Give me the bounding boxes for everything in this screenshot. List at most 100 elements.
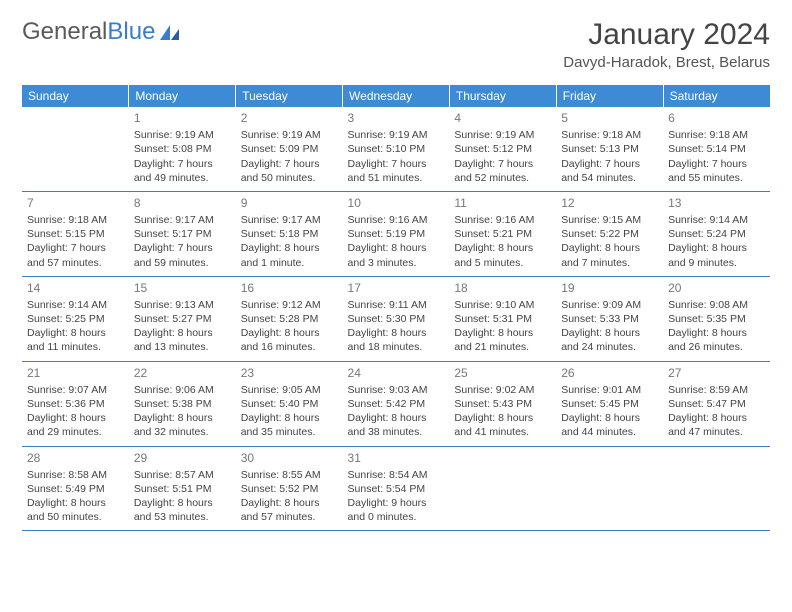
calendar-cell: 4Sunrise: 9:19 AMSunset: 5:12 PMDaylight… xyxy=(449,107,556,191)
calendar-cell-empty xyxy=(449,446,556,531)
calendar-row: 21Sunrise: 9:07 AMSunset: 5:36 PMDayligh… xyxy=(22,361,770,446)
cell-line: Daylight: 8 hours xyxy=(348,241,445,255)
cell-line: Daylight: 8 hours xyxy=(668,241,765,255)
cell-line: Sunrise: 9:09 AM xyxy=(561,298,658,312)
cell-line: Daylight: 8 hours xyxy=(348,411,445,425)
day-number: 7 xyxy=(27,195,124,211)
cell-line: Sunrise: 9:17 AM xyxy=(241,213,338,227)
cell-line: and 3 minutes. xyxy=(348,256,445,270)
cell-line: Daylight: 8 hours xyxy=(348,326,445,340)
cell-line: Sunset: 5:45 PM xyxy=(561,397,658,411)
cell-line: Sunrise: 8:58 AM xyxy=(27,468,124,482)
cell-line: Daylight: 8 hours xyxy=(241,326,338,340)
day-number: 9 xyxy=(241,195,338,211)
cell-line: Daylight: 8 hours xyxy=(561,241,658,255)
cell-line: Sunrise: 9:13 AM xyxy=(134,298,231,312)
day-number: 30 xyxy=(241,450,338,466)
calendar-row: 14Sunrise: 9:14 AMSunset: 5:25 PMDayligh… xyxy=(22,276,770,361)
day-number: 26 xyxy=(561,365,658,381)
cell-line: Sunrise: 9:19 AM xyxy=(454,128,551,142)
cell-line: Sunset: 5:17 PM xyxy=(134,227,231,241)
cell-line: and 44 minutes. xyxy=(561,425,658,439)
day-number: 3 xyxy=(348,110,445,126)
calendar-cell-empty xyxy=(663,446,770,531)
calendar-cell: 25Sunrise: 9:02 AMSunset: 5:43 PMDayligh… xyxy=(449,361,556,446)
cell-line: Sunset: 5:28 PM xyxy=(241,312,338,326)
cell-line: and 50 minutes. xyxy=(241,171,338,185)
calendar-cell: 22Sunrise: 9:06 AMSunset: 5:38 PMDayligh… xyxy=(129,361,236,446)
cell-line: Sunset: 5:43 PM xyxy=(454,397,551,411)
cell-line: Sunrise: 9:19 AM xyxy=(241,128,338,142)
day-header: Monday xyxy=(129,85,236,107)
cell-line: Sunset: 5:24 PM xyxy=(668,227,765,241)
cell-line: Daylight: 8 hours xyxy=(454,326,551,340)
logo: GeneralBlue xyxy=(22,18,181,46)
cell-line: and 9 minutes. xyxy=(668,256,765,270)
day-number: 16 xyxy=(241,280,338,296)
cell-line: Sunrise: 9:14 AM xyxy=(27,298,124,312)
day-header: Sunday xyxy=(22,85,129,107)
cell-line: Daylight: 7 hours xyxy=(668,157,765,171)
day-number: 17 xyxy=(348,280,445,296)
cell-line: Sunrise: 9:11 AM xyxy=(348,298,445,312)
day-number: 11 xyxy=(454,195,551,211)
calendar-cell: 27Sunrise: 8:59 AMSunset: 5:47 PMDayligh… xyxy=(663,361,770,446)
cell-line: Sunrise: 9:05 AM xyxy=(241,383,338,397)
calendar-cell: 1Sunrise: 9:19 AMSunset: 5:08 PMDaylight… xyxy=(129,107,236,191)
calendar-cell: 26Sunrise: 9:01 AMSunset: 5:45 PMDayligh… xyxy=(556,361,663,446)
cell-line: Daylight: 8 hours xyxy=(561,411,658,425)
day-number: 13 xyxy=(668,195,765,211)
cell-line: and 53 minutes. xyxy=(134,510,231,524)
title-block: January 2024 Davyd-Haradok, Brest, Belar… xyxy=(563,18,770,71)
cell-line: and 35 minutes. xyxy=(241,425,338,439)
cell-line: and 18 minutes. xyxy=(348,340,445,354)
calendar-cell: 2Sunrise: 9:19 AMSunset: 5:09 PMDaylight… xyxy=(236,107,343,191)
calendar-cell: 5Sunrise: 9:18 AMSunset: 5:13 PMDaylight… xyxy=(556,107,663,191)
cell-line: Sunset: 5:19 PM xyxy=(348,227,445,241)
calendar-cell: 12Sunrise: 9:15 AMSunset: 5:22 PMDayligh… xyxy=(556,191,663,276)
cell-line: Sunrise: 9:18 AM xyxy=(561,128,658,142)
day-number: 25 xyxy=(454,365,551,381)
calendar-row: 7Sunrise: 9:18 AMSunset: 5:15 PMDaylight… xyxy=(22,191,770,276)
cell-line: Sunrise: 8:57 AM xyxy=(134,468,231,482)
cell-line: and 5 minutes. xyxy=(454,256,551,270)
cell-line: Daylight: 8 hours xyxy=(27,496,124,510)
cell-line: and 54 minutes. xyxy=(561,171,658,185)
cell-line: Daylight: 8 hours xyxy=(561,326,658,340)
cell-line: and 55 minutes. xyxy=(668,171,765,185)
cell-line: and 38 minutes. xyxy=(348,425,445,439)
calendar-cell: 24Sunrise: 9:03 AMSunset: 5:42 PMDayligh… xyxy=(343,361,450,446)
calendar-cell: 28Sunrise: 8:58 AMSunset: 5:49 PMDayligh… xyxy=(22,446,129,531)
cell-line: Daylight: 8 hours xyxy=(668,326,765,340)
day-number: 12 xyxy=(561,195,658,211)
cell-line: and 32 minutes. xyxy=(134,425,231,439)
cell-line: Sunrise: 9:16 AM xyxy=(454,213,551,227)
cell-line: and 59 minutes. xyxy=(134,256,231,270)
day-number: 20 xyxy=(668,280,765,296)
calendar-cell: 8Sunrise: 9:17 AMSunset: 5:17 PMDaylight… xyxy=(129,191,236,276)
cell-line: Daylight: 8 hours xyxy=(668,411,765,425)
header-row: SundayMondayTuesdayWednesdayThursdayFrid… xyxy=(22,85,770,107)
day-number: 1 xyxy=(134,110,231,126)
calendar-cell: 29Sunrise: 8:57 AMSunset: 5:51 PMDayligh… xyxy=(129,446,236,531)
cell-line: Sunset: 5:49 PM xyxy=(27,482,124,496)
cell-line: and 50 minutes. xyxy=(27,510,124,524)
calendar-cell: 13Sunrise: 9:14 AMSunset: 5:24 PMDayligh… xyxy=(663,191,770,276)
cell-line: Sunset: 5:47 PM xyxy=(668,397,765,411)
cell-line: Sunrise: 8:54 AM xyxy=(348,468,445,482)
cell-line: Sunset: 5:36 PM xyxy=(27,397,124,411)
calendar-cell-empty xyxy=(22,107,129,191)
cell-line: Sunrise: 9:06 AM xyxy=(134,383,231,397)
cell-line: Daylight: 7 hours xyxy=(348,157,445,171)
cell-line: Daylight: 7 hours xyxy=(454,157,551,171)
cell-line: and 21 minutes. xyxy=(454,340,551,354)
cell-line: Daylight: 8 hours xyxy=(134,496,231,510)
cell-line: Daylight: 9 hours xyxy=(348,496,445,510)
cell-line: and 13 minutes. xyxy=(134,340,231,354)
cell-line: Sunset: 5:15 PM xyxy=(27,227,124,241)
cell-line: and 16 minutes. xyxy=(241,340,338,354)
day-number: 24 xyxy=(348,365,445,381)
cell-line: Sunset: 5:10 PM xyxy=(348,142,445,156)
cell-line: and 49 minutes. xyxy=(134,171,231,185)
cell-line: Sunrise: 9:03 AM xyxy=(348,383,445,397)
